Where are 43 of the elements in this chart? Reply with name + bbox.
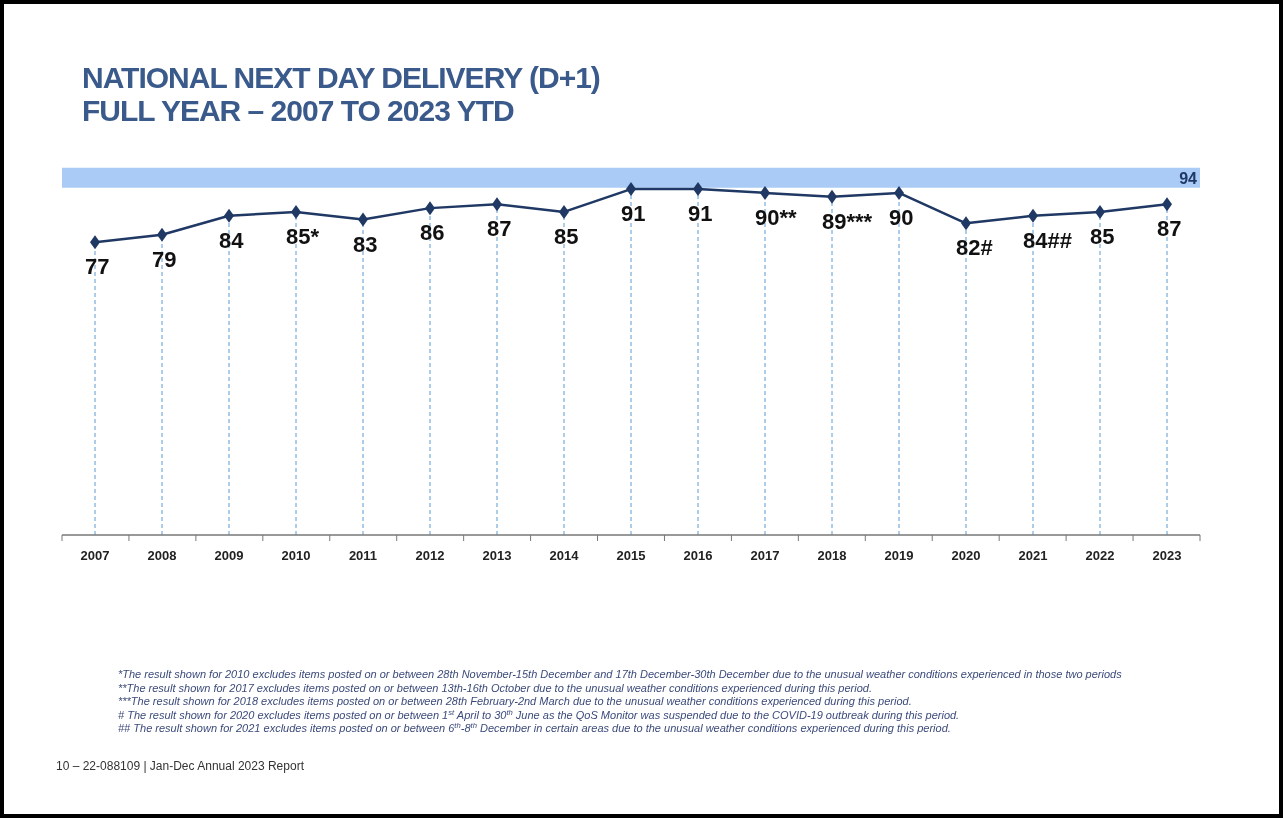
- data-label: 85*: [286, 223, 320, 249]
- x-tick-label: 2019: [884, 548, 914, 563]
- data-label: 87: [1157, 216, 1182, 242]
- x-tick-label: 2023: [1152, 548, 1182, 563]
- data-label: 85: [1090, 223, 1115, 249]
- x-tick-label: 2018: [817, 548, 847, 563]
- x-tick-label: 2016: [683, 548, 713, 563]
- data-label: 84: [219, 227, 245, 253]
- data-label: 83: [353, 231, 378, 257]
- x-tick-label: 2022: [1085, 548, 1115, 563]
- data-label: 89***: [822, 208, 873, 234]
- x-tick-label: 2009: [214, 548, 244, 563]
- x-tick-label: 2007: [80, 548, 110, 563]
- x-tick-label: 2021: [1018, 548, 1048, 563]
- data-label: 91: [621, 201, 646, 227]
- data-label: 86: [420, 220, 445, 246]
- x-tick-label: 2013: [482, 548, 512, 563]
- x-tick-label: 2014: [549, 548, 580, 563]
- data-label: 91: [688, 201, 713, 227]
- text: ***The result shown for 2018 excludes items posted on or between 28th February-2nd March due to the unusual weather conditions experienced during this period.: [118, 695, 912, 707]
- chart-title: NATIONAL NEXT DAY DELIVERY (D+1): [82, 61, 600, 94]
- chart-subtitle: FULL YEAR – 2007 TO 2023 YTD: [82, 94, 514, 127]
- text: 10 – 22-088109 | Jan-Dec Annual 2023 Report: [56, 759, 305, 773]
- data-label: 82#: [956, 235, 993, 261]
- data-label: 90: [889, 204, 914, 230]
- data-label: 79: [152, 246, 177, 272]
- text: **The result shown for 2017 excludes items posted on or between 13th-16th October due to the unusual weather conditions experienced during this period.: [118, 681, 872, 694]
- data-label: 85: [554, 223, 579, 249]
- x-tick-label: 2015: [616, 548, 646, 563]
- x-tick-label: 2012: [415, 548, 445, 563]
- data-label: 77: [85, 254, 110, 280]
- x-tick-label: 2011: [348, 548, 378, 563]
- x-tick-label: 2017: [750, 548, 780, 563]
- data-label: 90**: [755, 204, 798, 230]
- data-label: 87: [487, 216, 512, 242]
- x-tick-label: 2008: [147, 548, 177, 563]
- text: ## The result shown for 2021 excludes items posted on or between 6$^{th}$-8$^{th}$ December in certain areas due to the unusual weather conditions experienced during this period.: [118, 720, 951, 734]
- text: *The result shown for 2010 excludes items posted on or between 28th November-15th December and 17th December-30th December due to the unusual weather conditions experienced in those two periods: [118, 668, 1123, 680]
- x-tick-label: 2020: [951, 548, 981, 563]
- ref-line-label: 94: [1179, 169, 1198, 187]
- data-label: 84##: [1023, 227, 1072, 253]
- text: # The result shown for 2020 excludes items posted on or between 1$^{st}$ April to 30$^{th}$ June as the QoS Monitor was suspended due to the COVID-19 outbreak during this period.: [118, 707, 960, 721]
- x-tick-label: 2010: [281, 548, 311, 563]
